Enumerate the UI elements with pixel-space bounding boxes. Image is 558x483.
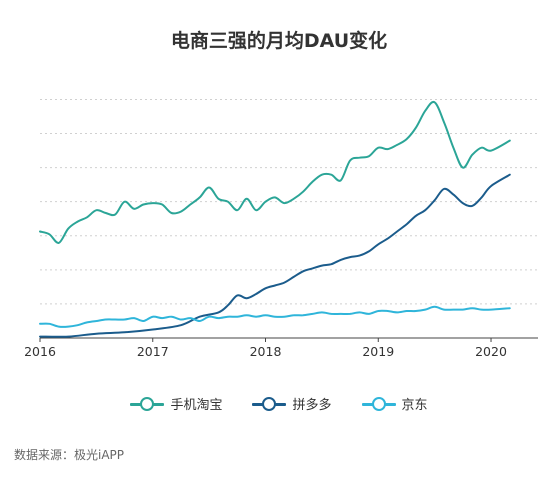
- legend-label: 手机淘宝: [170, 398, 223, 413]
- legend-item-2: 拼多多: [252, 394, 332, 413]
- chart-title: 电商三强的月均DAU变化: [170, 30, 388, 52]
- legend-label: 拼多多: [292, 398, 332, 413]
- legend-marker-icon: [361, 396, 396, 411]
- x-tick-label-2020: 2020: [475, 344, 507, 359]
- series-line-3: [39, 305, 511, 328]
- legend-marker-icon: [252, 396, 287, 411]
- series-line-1: [39, 100, 511, 244]
- gridlines: [40, 98, 538, 305]
- legend: 手机淘宝 拼多多 京东: [0, 394, 558, 413]
- legend-item-3: 京东: [361, 394, 428, 413]
- series-lines: [39, 100, 511, 338]
- x-tick-label-2019: 2019: [362, 344, 394, 359]
- x-tick-label-2018: 2018: [250, 344, 282, 359]
- legend-label: 京东: [401, 398, 428, 413]
- x-tick-label-2016: 2016: [24, 344, 56, 359]
- x-tick-label-2017: 2017: [137, 344, 169, 359]
- source-note: 数据来源：极光iAPP: [14, 448, 125, 462]
- x-tick-labels: 2016 2017 2018 2019 2020: [24, 344, 507, 359]
- legend-marker-icon: [130, 396, 165, 411]
- legend-item-1: 手机淘宝: [130, 394, 222, 413]
- x-axis: [39, 337, 538, 342]
- series-line-2: [39, 173, 511, 338]
